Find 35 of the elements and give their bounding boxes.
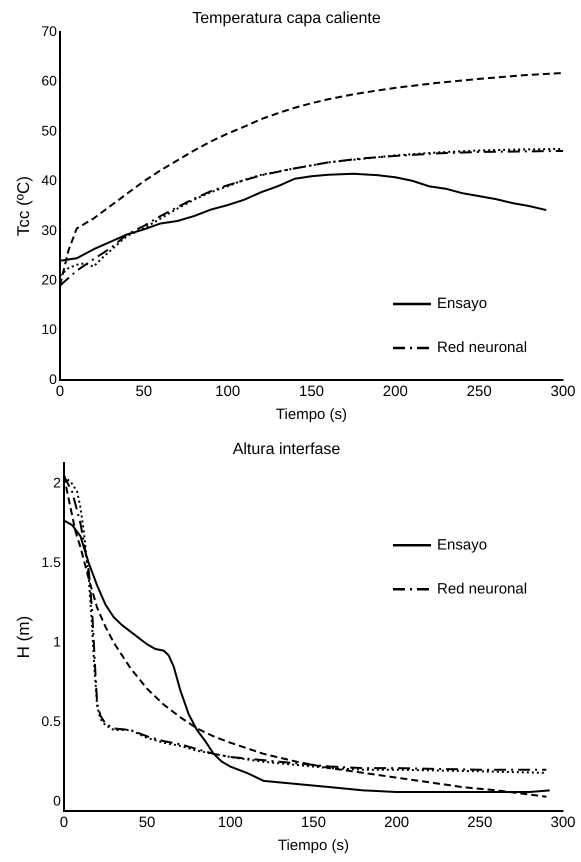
x-tick-label: 250 [466, 383, 492, 400]
legend-label: Red neuronal [437, 339, 528, 356]
x-tick-label: 200 [384, 814, 410, 832]
y-tick-label: 70 [41, 23, 58, 40]
y-tick-label: 1 [53, 634, 62, 650]
x-tick-label: 100 [215, 383, 240, 400]
y-axis-title: Tcc (ºC) [14, 176, 33, 236]
y-tick-label: 50 [41, 122, 58, 138]
y-tick-label: 1.5 [41, 554, 62, 570]
y-tick-label: 0.5 [41, 712, 62, 729]
legend-label: Ensayo [437, 295, 488, 312]
x-tick-label: 50 [138, 814, 156, 832]
x-tick-label: 300 [550, 383, 576, 400]
x-tick-label: 250 [467, 814, 492, 832]
y-tick-label: 0 [53, 792, 62, 808]
x-tick-label: 300 [550, 814, 576, 832]
x-tick-label: 100 [218, 814, 243, 832]
y-tick-label: 10 [41, 321, 58, 338]
chart-title: Altura interfase [232, 441, 340, 458]
x-axis-title: Tiempo (s) [276, 406, 348, 424]
legend-label: Red neuronal [437, 580, 528, 598]
y-tick-label: 2 [53, 474, 62, 491]
y-tick-label: 40 [41, 172, 58, 188]
legend-label: Ensayo [437, 536, 488, 554]
x-tick-label: 150 [298, 383, 324, 400]
x-tick-label: 150 [300, 814, 326, 832]
y-tick-label: 60 [41, 72, 58, 89]
y-axis-title: H (m) [14, 616, 33, 658]
x-tick-label: 200 [382, 383, 408, 400]
y-tick-label: 0 [49, 370, 58, 387]
x-axis-title: Tiempo (s) [278, 837, 349, 854]
y-tick-label: 20 [41, 271, 58, 288]
x-tick-label: 50 [135, 383, 152, 400]
y-tick-label: 30 [41, 222, 58, 238]
chart-title: Temperatura capa caliente [192, 10, 381, 28]
